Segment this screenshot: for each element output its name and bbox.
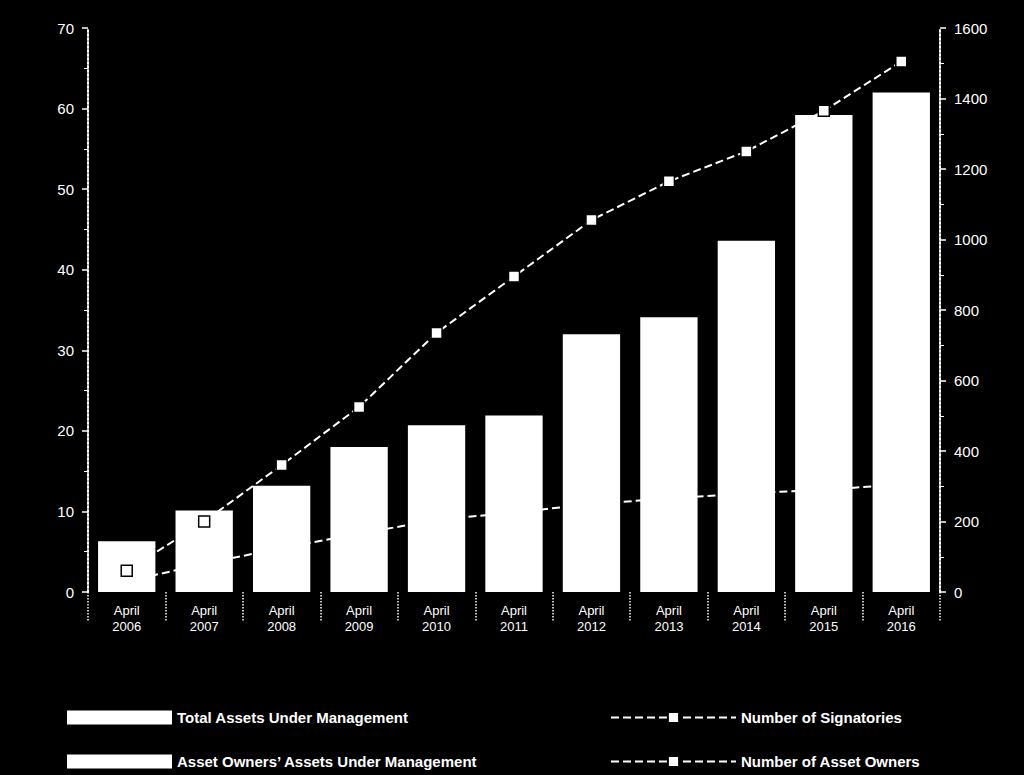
svg-text:April: April	[346, 603, 372, 618]
svg-text:2010: 2010	[422, 619, 451, 634]
svg-text:April: April	[578, 603, 604, 618]
svg-text:1600: 1600	[954, 20, 987, 37]
svg-text:2007: 2007	[190, 619, 219, 634]
svg-text:0: 0	[66, 584, 74, 601]
svg-text:April: April	[424, 603, 450, 618]
svg-text:Number of Signatories: Number of Signatories	[741, 709, 902, 726]
svg-text:April: April	[114, 603, 140, 618]
svg-text:2011: 2011	[500, 619, 528, 634]
svg-text:30: 30	[57, 342, 74, 359]
svg-text:2012: 2012	[577, 619, 606, 634]
svg-text:April: April	[501, 603, 527, 618]
svg-text:600: 600	[954, 372, 979, 389]
svg-text:Total Assets Under Management: Total Assets Under Management	[177, 709, 408, 726]
svg-text:40: 40	[57, 261, 74, 278]
svg-text:1400: 1400	[954, 90, 987, 107]
svg-text:April: April	[888, 603, 914, 618]
svg-text:2014: 2014	[732, 619, 761, 634]
svg-text:10: 10	[57, 503, 74, 520]
svg-text:1000: 1000	[954, 231, 987, 248]
svg-text:20: 20	[57, 422, 74, 439]
svg-text:1200: 1200	[954, 161, 987, 178]
svg-text:2013: 2013	[654, 619, 683, 634]
svg-text:2009: 2009	[345, 619, 374, 634]
svg-text:April: April	[191, 603, 217, 618]
svg-text:50: 50	[57, 181, 74, 198]
svg-text:April: April	[269, 603, 295, 618]
svg-text:0: 0	[954, 584, 962, 601]
svg-text:800: 800	[954, 302, 979, 319]
svg-text:400: 400	[954, 443, 979, 460]
svg-text:April: April	[811, 603, 837, 618]
svg-text:April: April	[656, 603, 682, 618]
svg-text:2015: 2015	[809, 619, 838, 634]
svg-text:2016: 2016	[887, 619, 916, 634]
svg-text:200: 200	[954, 513, 979, 530]
svg-text:70: 70	[57, 20, 74, 37]
svg-text:2008: 2008	[267, 619, 296, 634]
svg-text:April: April	[733, 603, 759, 618]
svg-text:2006: 2006	[112, 619, 141, 634]
svg-text:Asset Owners’ Assets Under Man: Asset Owners’ Assets Under Management	[177, 753, 477, 770]
svg-text:Number of Asset Owners: Number of Asset Owners	[741, 753, 920, 770]
svg-text:60: 60	[57, 100, 74, 117]
